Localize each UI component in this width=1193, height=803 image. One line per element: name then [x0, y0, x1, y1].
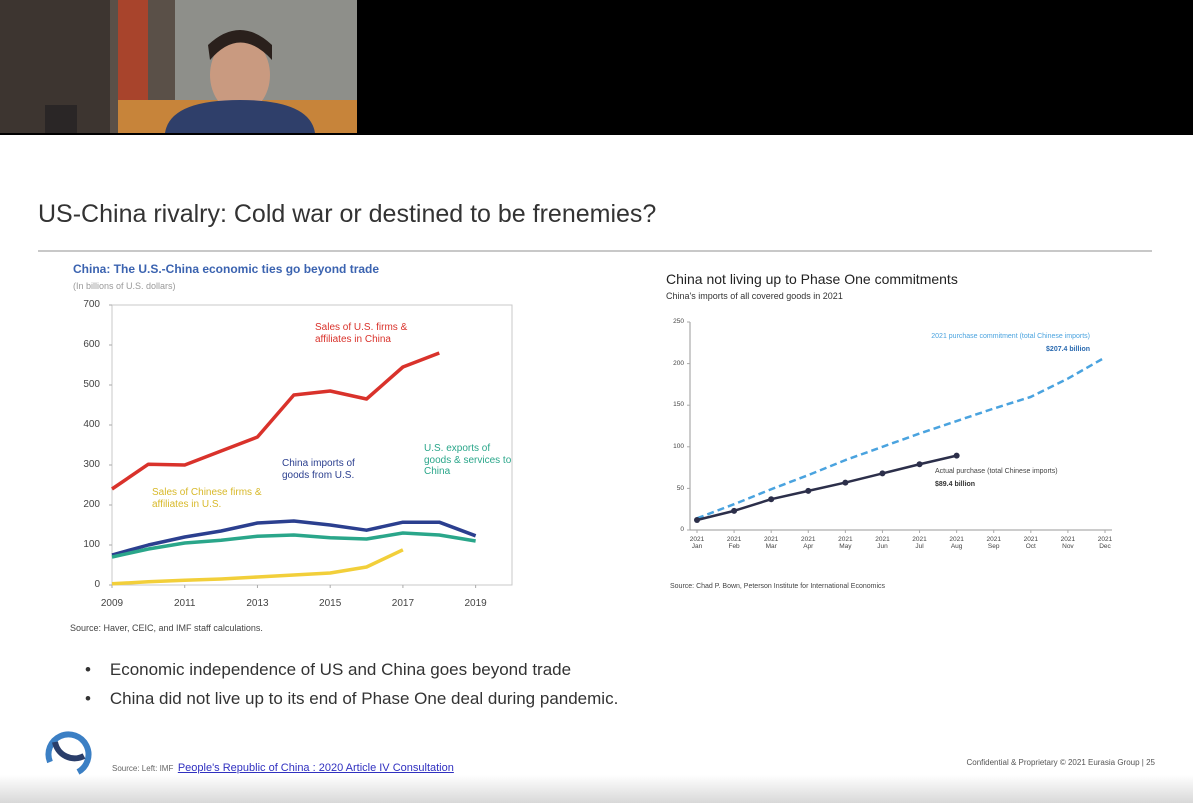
x-tick-label: 2011: [173, 598, 196, 609]
x-tick-label: 2021 Oct: [1023, 536, 1039, 551]
y-tick-label: 400: [83, 419, 100, 430]
y-tick-label: 150: [673, 401, 684, 409]
bullet-text: Economic independence of US and China go…: [109, 660, 572, 679]
slide: [0, 135, 1193, 803]
x-tick-label: 2021 Sep: [986, 536, 1001, 551]
x-tick-label: 2021 Mar: [763, 536, 779, 551]
chart-title: China: The U.S.-China economic ties go b…: [73, 262, 380, 276]
chart-title: China not living up to Phase One commitm…: [666, 271, 958, 287]
point: [842, 479, 849, 486]
series-line: [111, 351, 440, 491]
x-tick-label: 2015: [319, 598, 342, 609]
plot-frame: [111, 304, 513, 586]
x-tick-label: 2009: [100, 598, 124, 609]
x-tick-label: 2013: [246, 598, 269, 609]
series-label: Actual purchase (total Chinese imports): [935, 468, 1058, 475]
logo: [45, 731, 92, 775]
y-tick-label: 0: [680, 526, 684, 534]
y-tick-label: 500: [83, 379, 100, 390]
x-tick-label: 2021 May: [838, 536, 853, 551]
series-label: 2021 purchase commitment (total Chinese …: [931, 333, 1090, 340]
y-tick-label: 300: [83, 459, 100, 470]
point: [805, 487, 812, 494]
chart-subtitle: (In billions of U.S. dollars): [73, 281, 176, 291]
series-line: [111, 519, 477, 557]
x-tick-label: 2021 Jan: [689, 536, 705, 551]
webcam: [0, 0, 357, 133]
y-tick-label: 100: [83, 539, 100, 550]
y-tick-label: 600: [83, 339, 100, 350]
series-label: China imports of goods from U.S.: [282, 458, 355, 481]
series-line: [111, 531, 476, 559]
bullet-text: China did not live up to its end of Phas…: [109, 689, 619, 708]
y-tick-label: 200: [83, 499, 100, 510]
x-tick-label: 2021 Nov: [1060, 536, 1076, 551]
series-label: Sales of U.S. firms & affiliates in Chin…: [315, 322, 408, 345]
x-tick-label: 2021 Aug: [949, 536, 964, 551]
footer-confidential: Confidential & Proprietary © 2021 Eurasi…: [966, 758, 1155, 767]
slide-edge: [0, 775, 1193, 803]
y-tick-label: 700: [83, 299, 100, 310]
y-tick-label: 100: [673, 442, 684, 450]
chart-source: Source: Haver, CEIC, and IMF staff calcu…: [70, 623, 263, 633]
x-tick-label: 2021 Apr: [801, 536, 816, 551]
point: [916, 461, 923, 468]
series-label: Sales of Chinese firms & affiliates in U…: [152, 487, 262, 510]
x-tick-label: 2021 Jun: [875, 536, 890, 551]
x-tick-label: 2021 Feb: [726, 536, 742, 551]
point: [731, 507, 738, 514]
bullet: • Economic independence of US and China …: [85, 660, 572, 679]
series-line: [696, 356, 1106, 520]
slide-title: US-China rivalry: Cold war or destined t…: [38, 200, 657, 228]
y-tick-label: 200: [673, 359, 684, 367]
source-prefix: Source: Left: IMF: [112, 764, 174, 773]
point: [879, 470, 886, 477]
footer-source: Source: Left: IMF People's Republic of C…: [112, 762, 454, 775]
y-tick-label: 250: [673, 318, 684, 326]
x-tick-label: 2019: [464, 598, 487, 609]
source-link[interactable]: People's Republic of China : 2020 Articl…: [177, 762, 454, 774]
point: [768, 496, 775, 503]
y-tick-label: 50: [676, 484, 684, 492]
value-label: $89.4 billion: [935, 481, 976, 488]
series-line: [696, 454, 957, 522]
point: [694, 517, 700, 524]
x-tick-label: 2017: [391, 598, 415, 609]
x-tick-label: 2021 Dec: [1097, 536, 1113, 551]
series-line: [111, 548, 404, 586]
chart-source: Source: Chad P. Bown, Peterson Institute…: [670, 583, 886, 590]
chart-subtitle: China's imports of all covered goods in …: [666, 291, 843, 301]
x-tick-label: 2021 Jul: [912, 536, 927, 551]
point: [953, 452, 960, 459]
value-label: $207.4 billion: [1046, 346, 1090, 353]
series-label: U.S. exports of goods & services to Chin…: [424, 443, 512, 477]
y-tick-label: 0: [94, 579, 100, 590]
bullet: • China did not live up to its end of Ph…: [85, 689, 619, 708]
